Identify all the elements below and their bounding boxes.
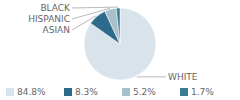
slice-label: HISPANIC [28, 14, 70, 24]
legend: 84.8% 8.3% 5.2% 1.7% [6, 87, 214, 97]
slice-label: WHITE [168, 72, 198, 82]
pie-slice [84, 8, 156, 80]
pie-slice [116, 8, 120, 44]
legend-label: 5.2% [133, 87, 156, 97]
pie [84, 8, 156, 80]
legend-label: 8.3% [75, 87, 98, 97]
legend-swatch [122, 88, 130, 96]
legend-swatch [64, 88, 72, 96]
legend-swatch [6, 88, 14, 96]
slice-labels: BLACKHISPANICASIAN WHITE [28, 3, 198, 82]
leader-line [72, 16, 96, 30]
slice-label: ASIAN [43, 25, 70, 35]
leader-line [72, 7, 118, 9]
chart: BLACKHISPANICASIAN WHITE 84.8% 8.3% 5.2% 1.7% [0, 0, 240, 100]
legend-label: 84.8% [17, 87, 46, 97]
slice-label: BLACK [40, 3, 71, 13]
leader-line [72, 8, 110, 19]
pie-slice [105, 8, 120, 44]
legend-label: 1.7% [191, 87, 214, 97]
legend-swatch [180, 88, 188, 96]
leader-line [137, 76, 166, 77]
